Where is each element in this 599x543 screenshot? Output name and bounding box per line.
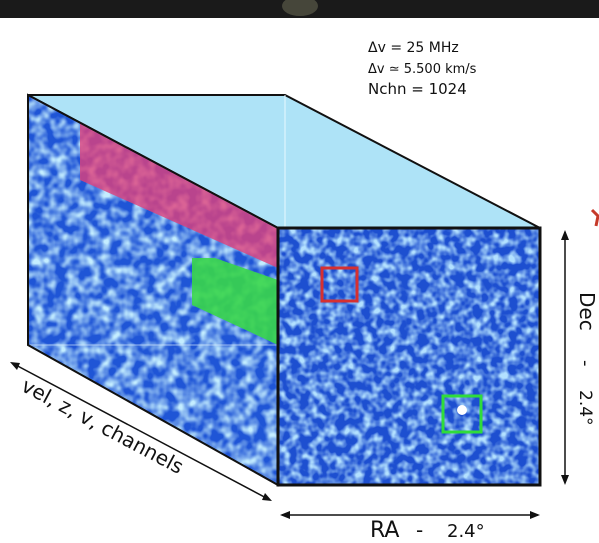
banner-glow [282,0,318,16]
dec-axis-label: Dec [575,292,599,331]
dec-axis-dash: - [575,360,596,367]
ra-axis-value: 2.4° [447,521,485,542]
green-source-box [441,394,483,434]
cube-front-face [278,228,540,485]
param-line-3: Nchn = 1024 [368,80,467,98]
ra-axis-label: RA [370,518,399,543]
dec-axis-value: 2.4° [575,390,595,426]
depth-dimension-arrow [10,362,272,501]
red-source-box [320,266,359,303]
green-slab [192,258,278,345]
edge-mark [590,208,599,227]
dec-dimension-arrow [561,230,569,485]
param-line-2: Δv ≃ 5.500 km/s [368,62,477,77]
ra-dimension-arrow [280,511,540,519]
magenta-slab [80,122,278,268]
ra-axis-dash: - [416,518,423,542]
param-line-1: Δv = 25 MHz [368,40,459,56]
